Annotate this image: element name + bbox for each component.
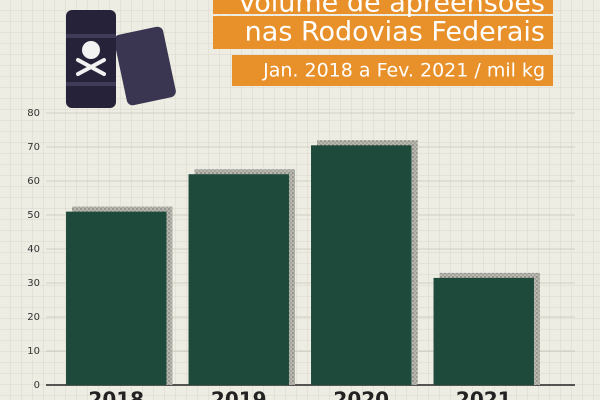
y-tick-label: 50 <box>27 210 40 221</box>
y-tick-label: 80 <box>27 108 40 119</box>
bar <box>433 277 534 385</box>
y-tick-label: 20 <box>27 312 40 323</box>
bar <box>188 174 289 385</box>
title-box <box>213 0 553 14</box>
y-tick-label: 70 <box>27 142 40 153</box>
bar <box>66 211 167 385</box>
chart-subtitle: Jan. 2018 a Fev. 2021 / mil kg <box>262 60 545 82</box>
x-tick-label: 2021 <box>456 388 512 401</box>
bar <box>311 145 412 385</box>
subtitle-box <box>232 55 553 86</box>
y-tick-label: 60 <box>27 176 40 187</box>
chart-title: nas Rodovias Federais <box>245 17 545 48</box>
y-tick-label: 10 <box>27 346 40 357</box>
title-box <box>213 16 553 49</box>
y-tick-label: 30 <box>27 278 40 289</box>
x-tick-label: 2020 <box>333 388 389 401</box>
x-tick-label: 2019 <box>211 388 267 401</box>
y-tick-label: 40 <box>27 244 40 255</box>
y-tick-label: 0 <box>34 380 40 391</box>
chart-title: Volume de apreensões <box>238 0 545 19</box>
barrel-icon <box>66 10 176 108</box>
x-tick-label: 2018 <box>88 388 144 401</box>
